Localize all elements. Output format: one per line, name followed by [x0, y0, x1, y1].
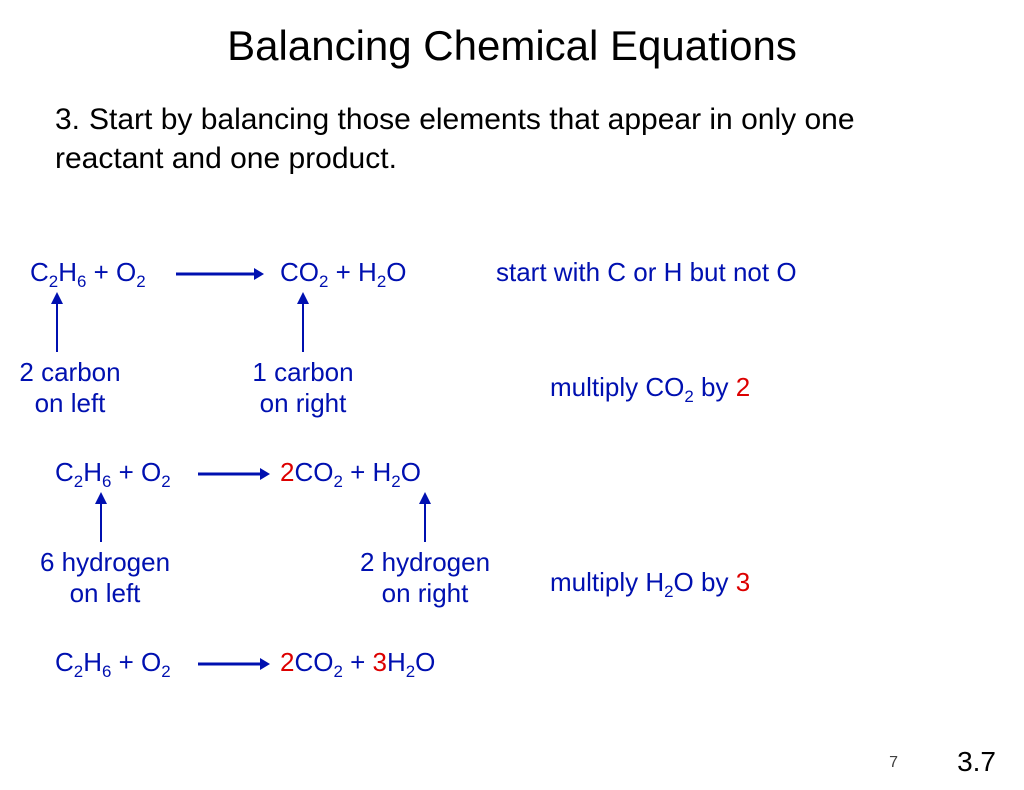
eq1-rhs: CO2 + H2O: [280, 257, 406, 292]
note-c-left: 2 carbonon left: [10, 357, 130, 419]
reaction-arrow-icon: [198, 466, 270, 482]
para-text: Start by balancing those elements that a…: [55, 103, 855, 175]
eq2-rhs: 2CO2 + H2O: [280, 457, 421, 492]
list-number: 3.: [55, 100, 89, 139]
up-arrow-icon: [94, 492, 108, 542]
eq3-lhs: C2H6 + O2: [55, 647, 171, 682]
note-mult-co2: multiply CO2 by 2: [550, 372, 750, 407]
slide-number: 7: [889, 754, 898, 772]
eq1-lhs: C2H6 + O2: [30, 257, 146, 292]
up-arrow-icon: [296, 292, 310, 352]
note-c-right: 1 carbonon right: [238, 357, 368, 419]
section-number: 3.7: [957, 746, 996, 778]
reaction-arrow-icon: [176, 266, 264, 282]
page-title: Balancing Chemical Equations: [0, 22, 1024, 70]
reaction-arrow-icon: [198, 656, 270, 672]
instruction-para: 3.Start by balancing those elements that…: [55, 100, 969, 178]
eq2-lhs: C2H6 + O2: [55, 457, 171, 492]
eq3-rhs: 2CO2 + 3H2O: [280, 647, 435, 682]
note-h-right: 2 hydrogenon right: [350, 547, 500, 609]
up-arrow-icon: [50, 292, 64, 352]
note-start: start with C or H but not O: [496, 257, 797, 288]
note-h-left: 6 hydrogenon left: [30, 547, 180, 609]
up-arrow-icon: [418, 492, 432, 542]
note-mult-h2o: multiply H2O by 3: [550, 567, 750, 602]
